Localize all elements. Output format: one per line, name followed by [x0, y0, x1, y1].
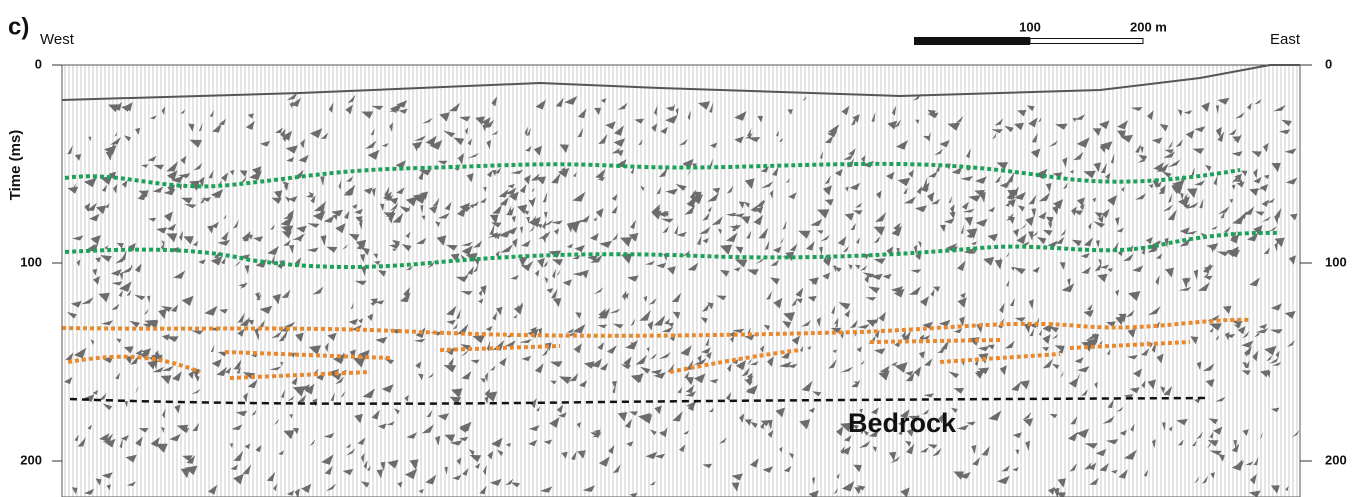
figure: c) West East 100 200 m Time (ms) 0 0 100 10… [0, 0, 1368, 497]
scale-bar-filled [914, 37, 1030, 45]
seismic-traces [62, 65, 1300, 497]
tick-label-left: 0 [35, 56, 42, 71]
scale-label: 100 [1019, 19, 1041, 34]
west-label: West [40, 31, 75, 48]
tick-label-right: 200 [1325, 452, 1347, 467]
axis-label: Time (ms) [7, 130, 24, 201]
scale-label: 200 m [1130, 19, 1167, 34]
east-label: East [1270, 31, 1301, 48]
scale-bar-open [1030, 39, 1143, 44]
tick-label-left: 100 [20, 254, 42, 269]
panel-label: c) [8, 13, 29, 40]
tick-label-left: 200 [20, 452, 42, 467]
tick-label-right: 100 [1325, 254, 1347, 269]
tick-label-right: 0 [1325, 56, 1332, 71]
bedrock-label: Bedrock [848, 408, 957, 438]
